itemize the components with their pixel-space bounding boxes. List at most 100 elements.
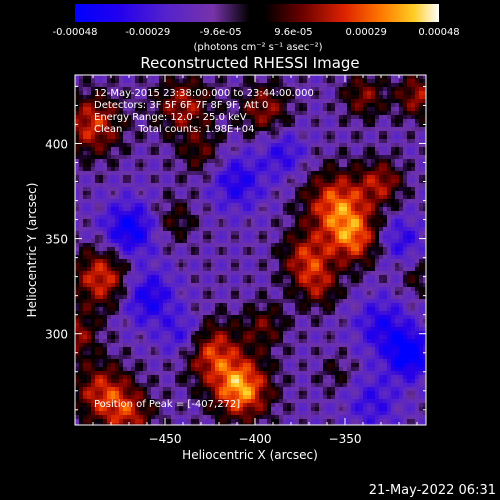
heatmap-cell (303, 299, 308, 304)
heatmap-cell (199, 107, 204, 112)
heatmap-cell (419, 171, 424, 176)
heatmap-cell (239, 195, 244, 200)
heatmap-cell (359, 143, 364, 148)
heatmap-cell (243, 119, 248, 124)
heatmap-cell (311, 231, 316, 236)
heatmap-cell (339, 91, 344, 96)
heatmap-cell (291, 207, 296, 212)
heatmap-cell (335, 191, 340, 196)
heatmap-cell (315, 103, 320, 108)
heatmap-cell (395, 187, 400, 192)
heatmap-cell (395, 275, 400, 280)
heatmap-cell (291, 191, 296, 196)
heatmap-cell (395, 139, 400, 144)
heatmap-cell (211, 167, 216, 172)
heatmap-cell (239, 255, 244, 260)
heatmap-cell (247, 223, 252, 228)
heatmap-cell (279, 219, 284, 224)
heatmap-cell (103, 235, 108, 240)
heatmap-cell (159, 287, 164, 292)
heatmap-cell (99, 195, 104, 200)
heatmap-cell (343, 163, 348, 168)
heatmap-cell (263, 175, 268, 180)
heatmap-cell (347, 279, 352, 284)
heatmap-cell (203, 251, 208, 256)
heatmap-cell (243, 171, 248, 176)
heatmap-cell (195, 151, 200, 156)
heatmap-cell (323, 239, 328, 244)
heatmap-cell (143, 111, 148, 116)
heatmap-cell (179, 99, 184, 104)
heatmap-cell (179, 267, 184, 272)
heatmap-cell (303, 91, 308, 96)
heatmap-cell (135, 167, 140, 172)
heatmap-cell (407, 139, 412, 144)
heatmap-cell (291, 135, 296, 140)
heatmap-cell (267, 239, 272, 244)
heatmap-cell (199, 267, 204, 272)
heatmap-cell (207, 271, 212, 276)
heatmap-cell (207, 159, 212, 164)
heatmap-cell (223, 99, 228, 104)
heatmap-cell (99, 215, 104, 220)
heatmap-cell (135, 283, 140, 288)
heatmap-cell (399, 87, 404, 92)
heatmap-cell (167, 211, 172, 216)
heatmap-cell (407, 275, 412, 280)
heatmap-cell (159, 103, 164, 108)
heatmap-cell (79, 171, 84, 176)
heatmap-cell (75, 271, 80, 276)
heatmap-cell (339, 199, 344, 204)
heatmap-cell (299, 219, 304, 224)
heatmap-cell (331, 295, 336, 300)
heatmap-cell (383, 271, 388, 276)
heatmap-cell (259, 199, 264, 204)
heatmap-cell (143, 247, 148, 252)
heatmap-cell (399, 143, 404, 148)
heatmap-cell (251, 119, 256, 124)
heatmap-cell (239, 119, 244, 124)
heatmap-cell (335, 95, 340, 100)
heatmap-cell (143, 235, 148, 240)
heatmap-cell (391, 275, 396, 280)
heatmap-cell (223, 183, 228, 188)
heatmap-cell (339, 255, 344, 260)
heatmap-cell (195, 75, 200, 80)
heatmap-cell (395, 83, 400, 88)
heatmap-cell (407, 235, 412, 240)
heatmap-cell (111, 163, 116, 168)
heatmap-cell (123, 151, 128, 156)
heatmap-cell (319, 75, 324, 80)
heatmap-cell (115, 219, 120, 224)
heatmap-cell (319, 127, 324, 132)
heatmap-cell (335, 223, 340, 228)
heatmap-cell (355, 91, 360, 96)
heatmap-cell (95, 187, 100, 192)
heatmap-cell (147, 235, 152, 240)
heatmap-cell (295, 75, 300, 80)
heatmap-cell (311, 251, 316, 256)
heatmap-cell (327, 215, 332, 220)
heatmap-cell (119, 279, 124, 284)
heatmap-cell (187, 95, 192, 100)
heatmap-cell (355, 227, 360, 232)
heatmap-cell (223, 135, 228, 140)
heatmap-cell (147, 223, 152, 228)
heatmap-cell (123, 79, 128, 84)
heatmap-cell (339, 195, 344, 200)
heatmap-cell (231, 243, 236, 248)
heatmap-cell (351, 171, 356, 176)
heatmap-cell (171, 107, 176, 112)
heatmap-cell (375, 295, 380, 300)
heatmap-cell (311, 127, 316, 132)
heatmap-cell (275, 263, 280, 268)
heatmap-cell (371, 135, 376, 140)
heatmap-cell (219, 119, 224, 124)
heatmap-cell (179, 83, 184, 88)
heatmap-cell (283, 163, 288, 168)
heatmap-cell (387, 183, 392, 188)
heatmap-cell (147, 143, 152, 148)
heatmap-cell (235, 139, 240, 144)
heatmap-cell (151, 283, 156, 288)
heatmap-cell (291, 151, 296, 156)
